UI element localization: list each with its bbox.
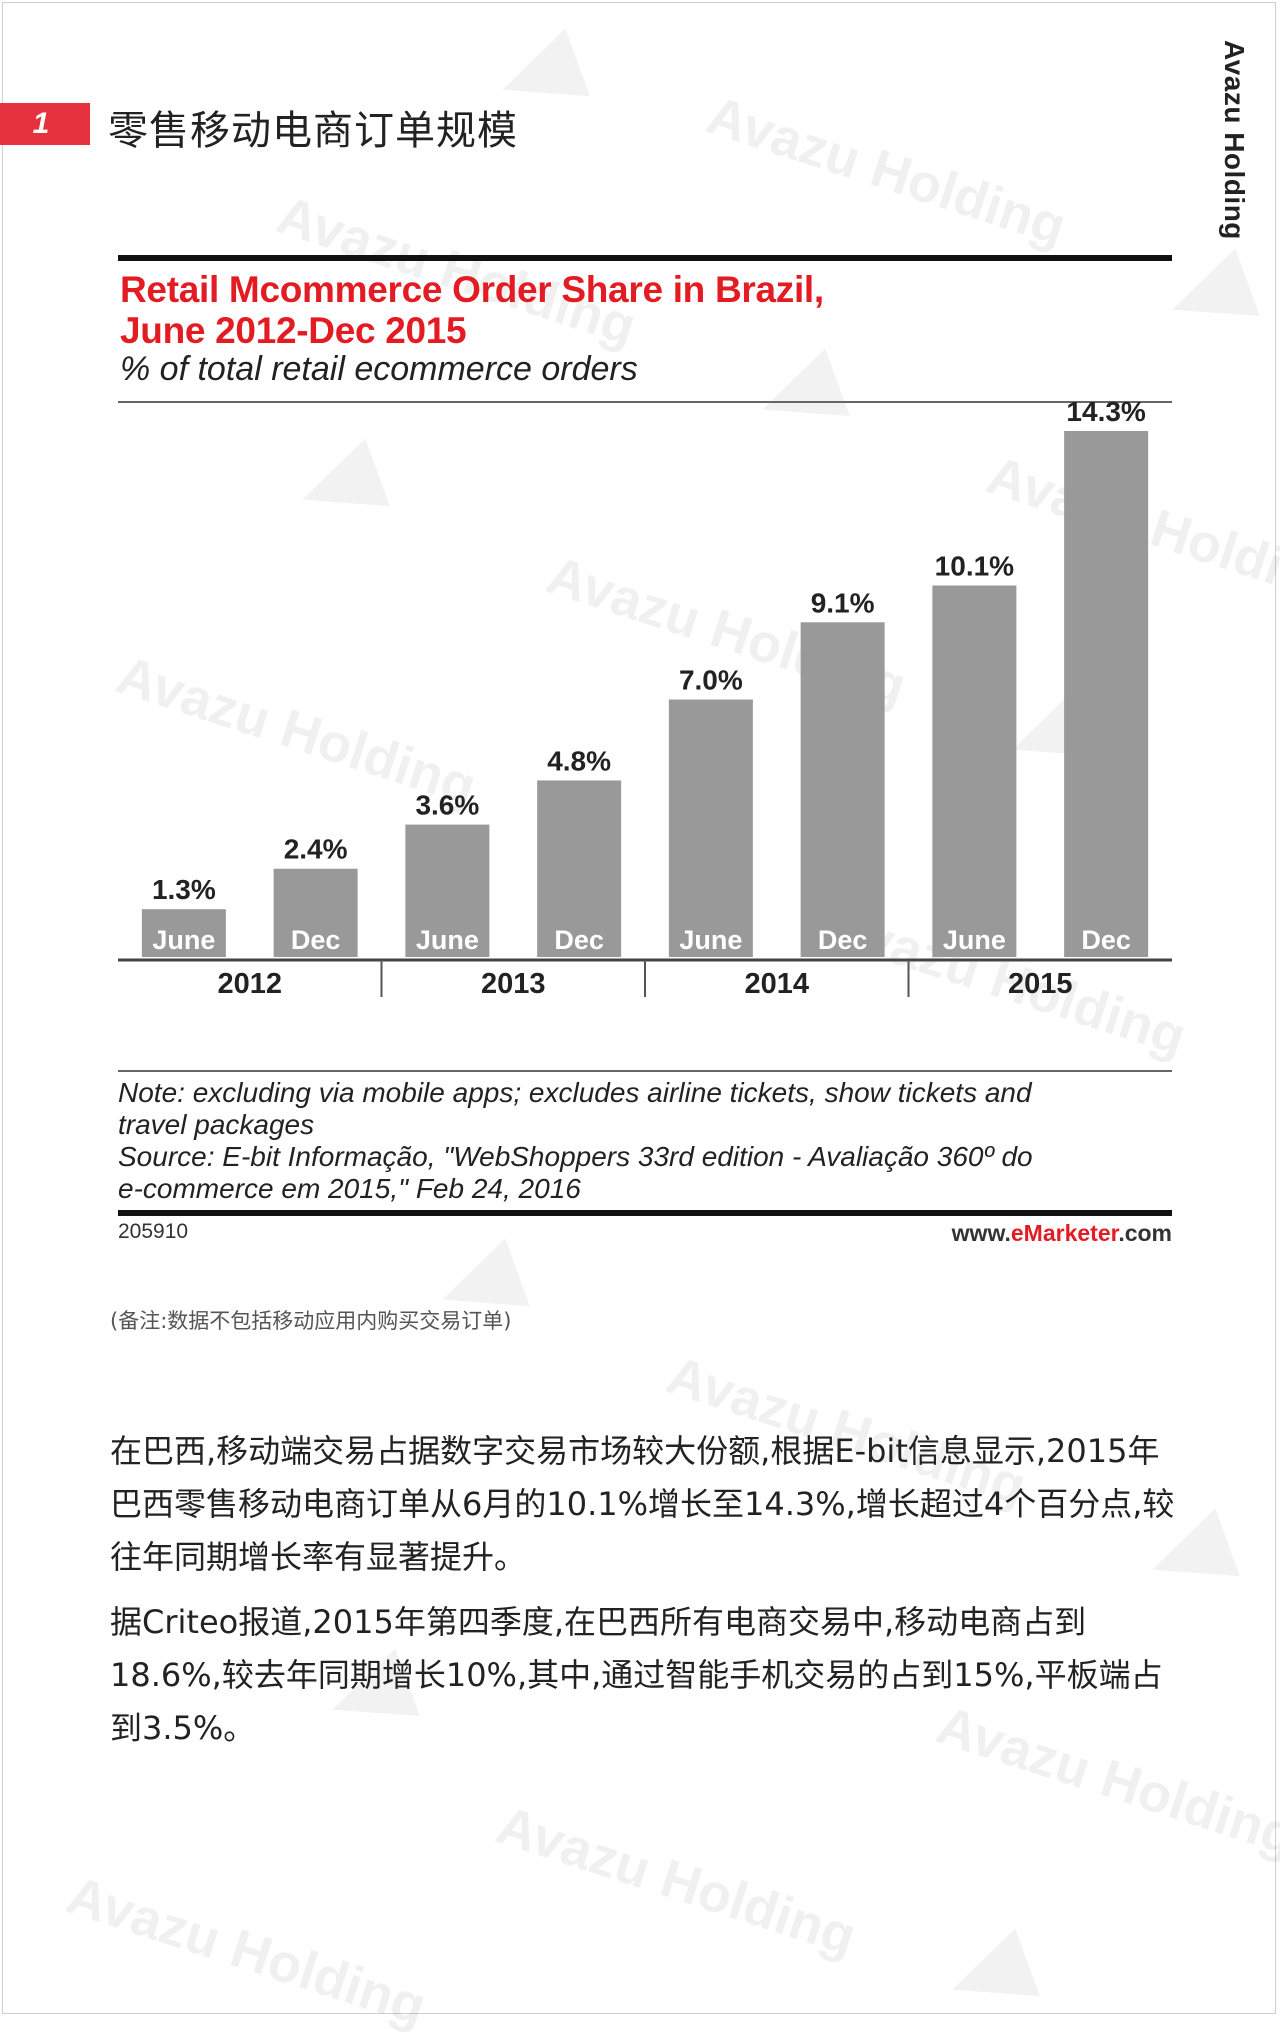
credit-brand: eMarketer	[1010, 1220, 1119, 1246]
credit-suffix: .com	[1118, 1220, 1172, 1246]
chart-id: 205910	[118, 1220, 189, 1243]
brand-label: Avazu Holding	[1219, 40, 1250, 240]
category-label: Dec	[818, 925, 868, 955]
data-label: 10.1%	[935, 550, 1014, 581]
chart-bar	[800, 622, 885, 957]
chart-bar	[273, 868, 358, 957]
chart-bar	[932, 585, 1017, 957]
source-line-1: Source: E-bit Informação, "WebShoppers 3…	[118, 1141, 1033, 1172]
chart-bar	[537, 780, 622, 957]
chart: Retail Mcommerce Order Share in Brazil, …	[118, 255, 1172, 1255]
data-label: 7.0%	[679, 665, 743, 696]
data-label: 14.3%	[1066, 401, 1145, 427]
category-label: Dec	[554, 925, 604, 955]
section-title: 零售移动电商订单规模	[108, 108, 518, 154]
category-label: June	[416, 925, 479, 955]
year-label: 2014	[744, 968, 809, 1000]
category-label: June	[679, 925, 742, 955]
chart-bar	[1064, 431, 1149, 957]
source-line-2: e-commerce em 2015," Feb 24, 2016	[118, 1173, 581, 1204]
chart-title-line-1: Retail Mcommerce Order Share in Brazil,	[120, 269, 824, 310]
chart-bar	[141, 909, 226, 957]
chart-note-rule	[118, 1070, 1172, 1072]
year-label: 2015	[1008, 968, 1073, 1000]
category-label: June	[943, 925, 1006, 955]
paragraph: 据Criteo报道,2015年第四季度,在巴西所有电商交易中,移动电商占到18.…	[110, 1603, 1163, 1747]
chart-top-rule	[118, 255, 1172, 261]
category-label: Dec	[1081, 925, 1131, 955]
emarketer-credit: www.eMarketer.com	[952, 1220, 1172, 1247]
category-label: Dec	[291, 925, 341, 955]
category-label: June	[152, 925, 215, 955]
note-line-1: Note: excluding via mobile apps; exclude…	[118, 1077, 1032, 1108]
data-label: 1.3%	[152, 874, 216, 905]
chart-note: Note: excluding via mobile apps; exclude…	[118, 1077, 1172, 1205]
note-line-2: travel packages	[118, 1109, 315, 1140]
data-label: 4.8%	[547, 745, 611, 776]
chart-bar	[405, 824, 490, 957]
chart-title-line-2: June 2012-Dec 2015	[120, 310, 467, 351]
section-number-badge: 1	[0, 103, 90, 145]
chart-title: Retail Mcommerce Order Share in Brazil, …	[120, 269, 824, 351]
chart-subtitle: % of total retail ecommerce orders	[120, 350, 638, 388]
year-label: 2012	[217, 968, 282, 1000]
paragraph: 在巴西,移动端交易占据数字交易市场较大份额,根据E-bit信息显示,2015年巴…	[110, 1432, 1175, 1576]
chart-plot: 1.3% June 2.4% Dec 3.6% June 4.8% Dec 7.0% June 9.…	[118, 401, 1172, 1000]
chart-bar	[668, 699, 753, 957]
chart-bottom-rule	[118, 1210, 1172, 1216]
data-label: 3.6%	[415, 790, 479, 821]
credit-prefix: www.	[951, 1220, 1011, 1246]
chart-subtitle-rule	[118, 401, 1172, 403]
data-label: 9.1%	[811, 587, 875, 618]
year-label: 2013	[481, 968, 546, 1000]
data-label: 2.4%	[284, 834, 348, 865]
chart-remark: (备注:数据不包括移动应用内购买交易订单)	[110, 1309, 512, 1333]
